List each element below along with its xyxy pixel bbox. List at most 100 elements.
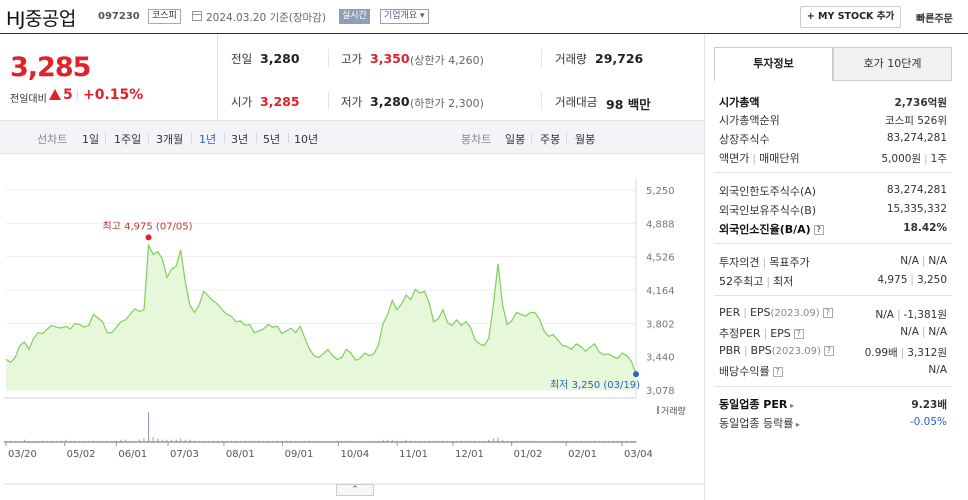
volume-bar [414,440,416,442]
volume-bar [327,440,329,442]
volume-bar [240,440,242,442]
divider [531,133,532,143]
volume-bar [46,440,48,442]
divider [714,243,952,244]
volume-bar [313,440,315,442]
period-10y[interactable]: 10년 [294,133,319,146]
volume-bar [368,440,370,442]
help-icon[interactable]: ? [772,367,783,377]
x-tick-label: 06/01 [118,449,147,460]
volume-bar [102,440,104,442]
period-3y[interactable]: 3년 [231,133,249,146]
lower-limit: (하한가 2,300) [410,97,484,110]
realtime-button[interactable]: 실시간 [339,9,370,24]
help-icon[interactable]: ? [813,225,824,235]
price-chart[interactable]: 5,250 4,888 4,526 4,164 3,802 3,440 3,078 03/2… [4,158,704,488]
x-tick-label: 09/01 [285,449,314,460]
volume-bar [19,440,21,442]
divider [328,92,329,110]
volume-bar [166,439,168,442]
peer-per-label[interactable]: 동일업종 PER ▸ [719,396,794,412]
volume-bar [161,439,163,442]
pbr-label-b: BPS [750,344,772,357]
volume-bar [497,437,499,442]
calendar-icon [192,11,202,21]
candle-monthly[interactable]: 월봉 [575,133,596,146]
help-icon[interactable]: ? [822,308,833,318]
tab-investment-info[interactable]: 투자정보 [714,47,833,81]
add-my-stock-button[interactable]: + MY STOCK 추가 [800,6,901,28]
volume-bar [437,440,439,442]
volume-bar [115,440,117,442]
candle-chart-label[interactable]: 봉차트 [461,133,492,146]
peer-rate-label[interactable]: 동일업종 등락률 ▸ [719,415,800,431]
chevron-right-icon: ▸ [787,401,795,410]
period-5y[interactable]: 5년 [263,133,281,146]
volume-bar [111,440,113,442]
divider [566,133,567,143]
volume-bar [249,440,251,442]
divider [105,133,106,143]
divider [191,133,192,143]
help-icon[interactable]: ? [823,346,834,356]
volume-bar [571,440,573,442]
candle-weekly[interactable]: 주봉 [540,133,561,146]
volume-bar [88,440,90,442]
tab-orderbook[interactable]: 호가 10단계 [833,47,952,81]
period-1d[interactable]: 1일 [82,133,100,146]
volume-bar [184,439,186,442]
collapse-chart-button[interactable]: ⌃ [336,484,374,496]
volume-bar [189,439,191,442]
x-tick-label: 08/01 [226,449,255,460]
volume-bar [354,440,356,442]
volume-bar [299,440,301,442]
volume-bar [382,439,384,442]
volume-bar [42,440,44,442]
x-tick-label: 12/01 [455,449,484,460]
quick-order-button[interactable]: 빠른주문 [916,14,953,25]
volume-label: 거래량 [555,52,587,66]
per-label-a: PER [719,306,741,319]
volume-bar [557,440,559,442]
volume-bar [304,440,306,442]
high-annotation: 최고 4,975 (07/05) [103,220,193,232]
stock-code: 097230 [98,11,140,22]
par-label-a: 액면가 [719,152,750,165]
volume-bar [134,440,136,442]
par-value-b: 1주 [930,153,947,165]
chevron-right-icon: ▸ [793,420,800,429]
company-info-dropdown[interactable]: 기업개요 ▾ [380,9,429,24]
help-icon[interactable]: ? [793,329,804,339]
est-per-value: N/A | N/A [900,326,947,338]
divider [541,49,542,67]
volume-bar [309,440,311,442]
per-period: (2023.09) [770,308,820,319]
up-arrow-icon [49,89,61,100]
separator: | [743,344,748,357]
volume-bar [74,440,76,442]
divider [714,172,952,173]
volume-bar [175,439,177,442]
per-label-b: EPS [749,306,771,319]
volume-bar [469,440,471,442]
market-cap-value: 2,736억원 [894,97,947,109]
peer-rate-value: -0.05% [909,416,947,428]
prev-close-value: 3,280 [260,51,300,66]
period-1y[interactable]: 1년 [199,133,217,146]
per-label: PER | EPS(2023.09)? [719,306,833,319]
rank-value: 코스피 526위 [884,115,947,127]
dividend-value: N/A [928,364,947,376]
volume-bar [23,439,25,442]
candle-daily[interactable]: 일봉 [505,133,526,146]
period-3m[interactable]: 3개월 [156,133,184,146]
volume-bar [65,439,67,442]
period-1w[interactable]: 1주일 [114,133,142,146]
volume-bar [129,440,131,442]
price-summary [0,34,218,120]
foreign-limit-value: 83,274,281 [886,184,947,196]
opinion-value: N/A | N/A [900,255,947,267]
per-value: N/A | -1,381원 [875,307,947,322]
per-value-a: N/A [875,309,894,321]
line-chart-label[interactable]: 선차트 [37,133,68,146]
volume-bar [617,440,619,442]
